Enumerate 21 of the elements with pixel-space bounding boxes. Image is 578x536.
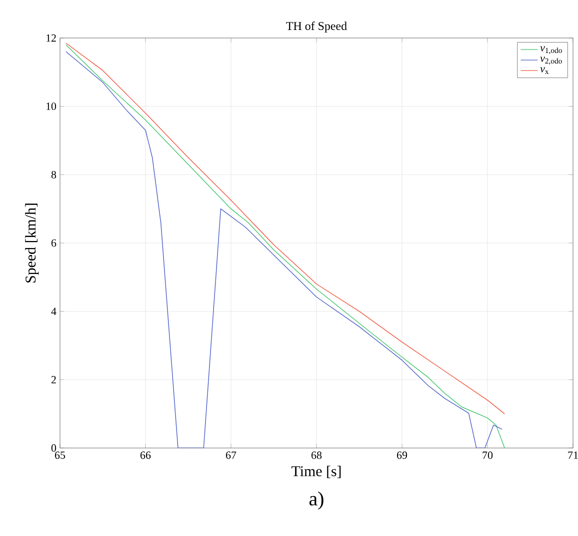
y-tick-label: 0 <box>51 444 56 452</box>
y-tick-label: 10 <box>46 102 56 110</box>
x-tick-label: 65 <box>54 452 66 459</box>
y-tick-label: 4 <box>51 308 56 315</box>
text: a) <box>309 492 324 510</box>
x-tick-label: 66 <box>140 452 151 459</box>
y-tick-label: 12 <box>46 34 56 42</box>
x-tick-label: 68 <box>311 452 322 459</box>
y-tick-label: 6 <box>51 239 56 247</box>
y-tick-label: 2 <box>51 376 56 384</box>
y-tick-label: 8 <box>51 170 56 178</box>
x-tick-label: 70 <box>482 452 493 459</box>
legend-label: v$_{2,odo}$ <box>540 56 562 65</box>
x-tick-label: 71 <box>568 452 578 459</box>
y-axis-title: Speed [km/h] <box>25 204 39 282</box>
x-axis-title: Time [s] <box>292 466 341 478</box>
legend-label: v$_{1,odo}$ <box>540 46 562 54</box>
chart-title: TH of Speed <box>286 22 347 32</box>
x-tick-label: 67 <box>226 452 236 459</box>
legend-label: v$_{x}$ <box>540 67 549 74</box>
x-tick-label: 69 <box>396 452 408 459</box>
